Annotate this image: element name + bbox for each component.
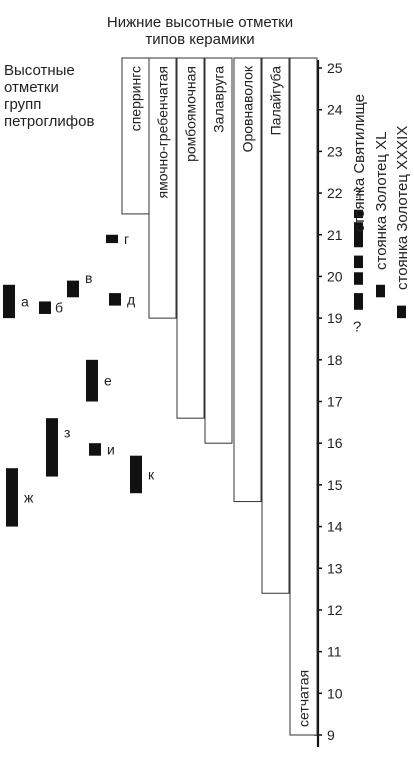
ceramic-box: [148, 57, 177, 319]
petroglyph-bar: [3, 284, 15, 319]
petroglyph-bar: [86, 359, 98, 402]
petroglyph-label: в: [85, 270, 92, 286]
ceramics-title-line-2: типов керамики: [145, 31, 255, 48]
site-label: стоянка Святилище: [351, 94, 368, 232]
site-segment: [354, 222, 363, 248]
axis-tick-label: 25: [327, 60, 343, 76]
petroglyph-label: и: [107, 441, 115, 457]
axis-tick-label: 24: [327, 102, 343, 118]
site-segment: [354, 293, 363, 310]
axis-tick-label: 21: [327, 227, 343, 243]
axis-tick-label: 19: [327, 310, 343, 326]
petroglyph-title-line-4: петроглифов: [4, 113, 95, 130]
petroglyph-label: е: [104, 373, 112, 389]
site-segment: [354, 272, 363, 285]
petroglyph-bar: [39, 301, 51, 314]
petroglyph-title-line-2: отметки: [4, 79, 59, 96]
petroglyph-label: з: [64, 424, 70, 440]
axis-tick-label: 18: [327, 352, 343, 368]
ceramic-box: [233, 57, 262, 503]
petroglyph-label: к: [148, 466, 155, 482]
ceramics-title-line-1: Нижние высотные отметки: [106, 14, 294, 31]
ceramic-box: [121, 57, 150, 215]
petroglyph-title-line-3: групп: [4, 96, 42, 113]
ceramic-label: сперрингс: [128, 66, 144, 131]
site-label: стоянка Золотец XXXIX: [394, 126, 411, 290]
petroglyph-bar: [109, 293, 121, 306]
uncertain-mark: ?: [353, 185, 361, 202]
petroglyph-bar: [6, 468, 18, 527]
site-segment: [354, 209, 363, 219]
axis-tick-label: 12: [327, 602, 343, 618]
axis-tick-label: 11: [327, 644, 342, 660]
site-label: стоянка Золотец XL: [373, 131, 390, 270]
ceramic-label: ямочно-гребенчатая: [155, 66, 171, 198]
petroglyph-bar: [106, 234, 118, 244]
ceramic-label: Оровнаволок: [240, 65, 256, 152]
ceramic-box: [261, 57, 290, 594]
petroglyph-label: ж: [24, 489, 34, 505]
ceramic-label: сетчатая: [296, 670, 312, 727]
ceramic-box: [204, 57, 233, 444]
axis-tick-label: 16: [327, 435, 343, 451]
ceramics-title: Нижние высотные отметки типов керамики: [100, 14, 300, 48]
axis-tick-label: 20: [327, 268, 343, 284]
petroglyph-label: а: [21, 293, 29, 309]
petroglyph-bar: [89, 443, 101, 456]
axis-tick-label: 10: [327, 685, 343, 701]
petroglyph-bar: [46, 418, 58, 477]
axis-tick-label: 9: [327, 727, 335, 743]
uncertain-mark: ?: [353, 318, 361, 335]
axis-tick-label: 17: [327, 394, 343, 410]
ceramic-box: [176, 57, 205, 419]
petroglyph-bar: [130, 455, 142, 494]
ceramic-label: ромбоямочная: [183, 66, 199, 162]
axis-tick-label: 14: [327, 519, 343, 535]
petroglyph-label: б: [55, 300, 63, 316]
petroglyph-title-line-1: Высотные: [4, 62, 75, 79]
petroglyph-title: Высотные отметки групп петроглифов: [4, 62, 94, 130]
axis-tick-label: 15: [327, 477, 343, 493]
axis-tick-label: 23: [327, 143, 343, 159]
ceramic-box: [289, 57, 318, 736]
axis-tick-label: 13: [327, 560, 343, 576]
petroglyph-label: д: [127, 291, 135, 307]
site-segment: [397, 305, 406, 319]
ceramic-label: Палайгуба: [268, 66, 284, 136]
site-segment: [376, 284, 385, 298]
petroglyph-bar: [67, 280, 79, 298]
petroglyph-label: г: [124, 231, 129, 247]
site-segment: [354, 255, 363, 269]
axis-tick-label: 22: [327, 185, 343, 201]
ceramic-label: Залавруга: [211, 66, 227, 133]
